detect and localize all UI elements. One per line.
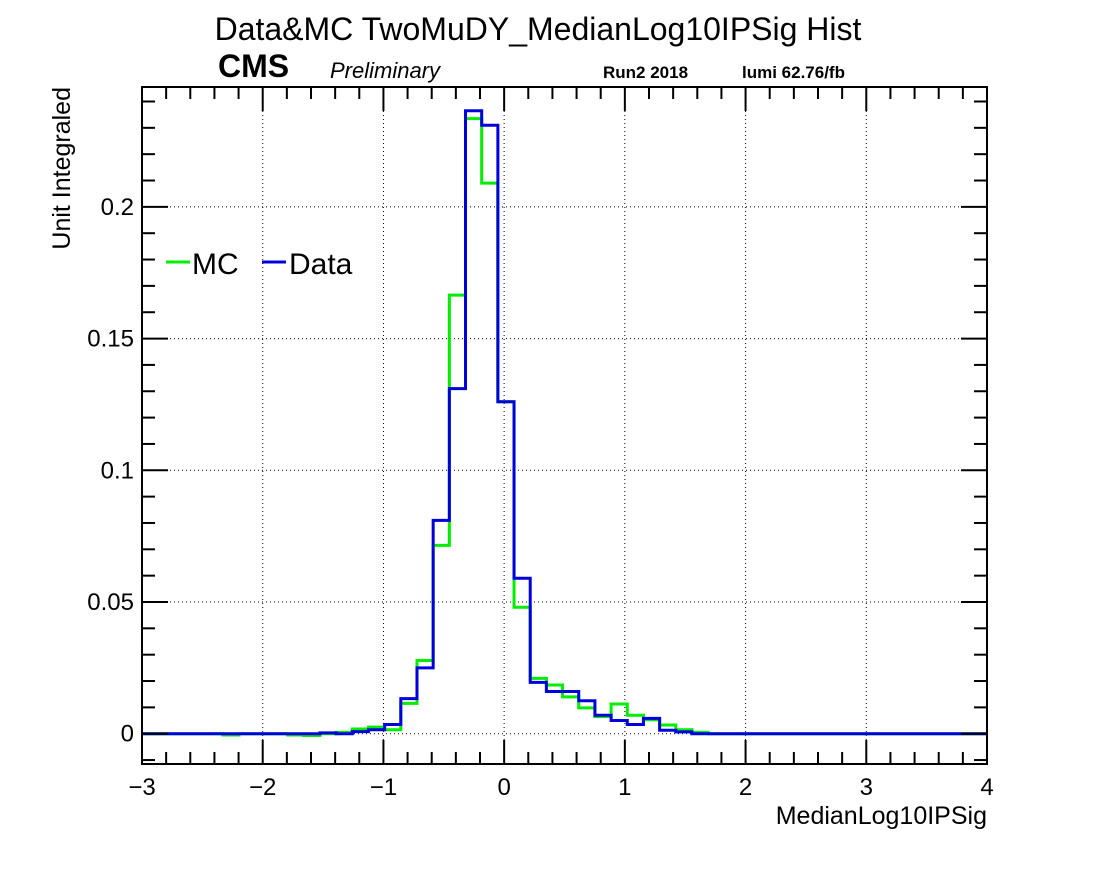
y-tick-label: 0.05 — [87, 589, 134, 616]
series-mc-line — [142, 117, 987, 738]
experiment-label: CMS — [218, 48, 289, 84]
legend-mc-label: MC — [192, 248, 239, 281]
x-tick-label: 1 — [618, 774, 631, 801]
status-label: Preliminary — [330, 58, 442, 83]
x-tick-label: −3 — [128, 774, 155, 801]
axis-ticks — [141, 87, 988, 764]
plot-frame — [141, 86, 988, 765]
x-tick-label: 4 — [980, 774, 993, 801]
grid-lines — [142, 87, 987, 764]
y-tick-label: 0.15 — [87, 326, 134, 353]
legend: MC Data — [166, 248, 353, 281]
x-tick-label: −2 — [249, 774, 276, 801]
y-tick-label: 0.2 — [101, 194, 134, 221]
x-tick-label: 2 — [739, 774, 752, 801]
y-tick-label: 0.1 — [101, 457, 134, 484]
x-axis-title: MedianLog10IPSig — [776, 802, 987, 830]
run-label: Run2 2018 — [603, 63, 688, 82]
y-axis-title: Unit Integraled — [48, 87, 76, 250]
x-tick-label: −1 — [370, 774, 397, 801]
series-data-line — [142, 109, 987, 736]
y-tick-label: 0 — [121, 721, 134, 748]
x-tick-label: 0 — [497, 774, 510, 801]
tick-labels: −3 −2 −1 0 1 2 3 4 0 0.05 0.1 0.15 0.2 — [87, 194, 993, 801]
histogram-series-layer — [142, 109, 987, 738]
lumi-label: lumi 62.76/fb — [742, 63, 845, 82]
chart-title: Data&MC TwoMuDY_MedianLog10IPSig Hist — [215, 11, 862, 47]
legend-data-label: Data — [289, 248, 353, 281]
x-tick-label: 3 — [860, 774, 873, 801]
